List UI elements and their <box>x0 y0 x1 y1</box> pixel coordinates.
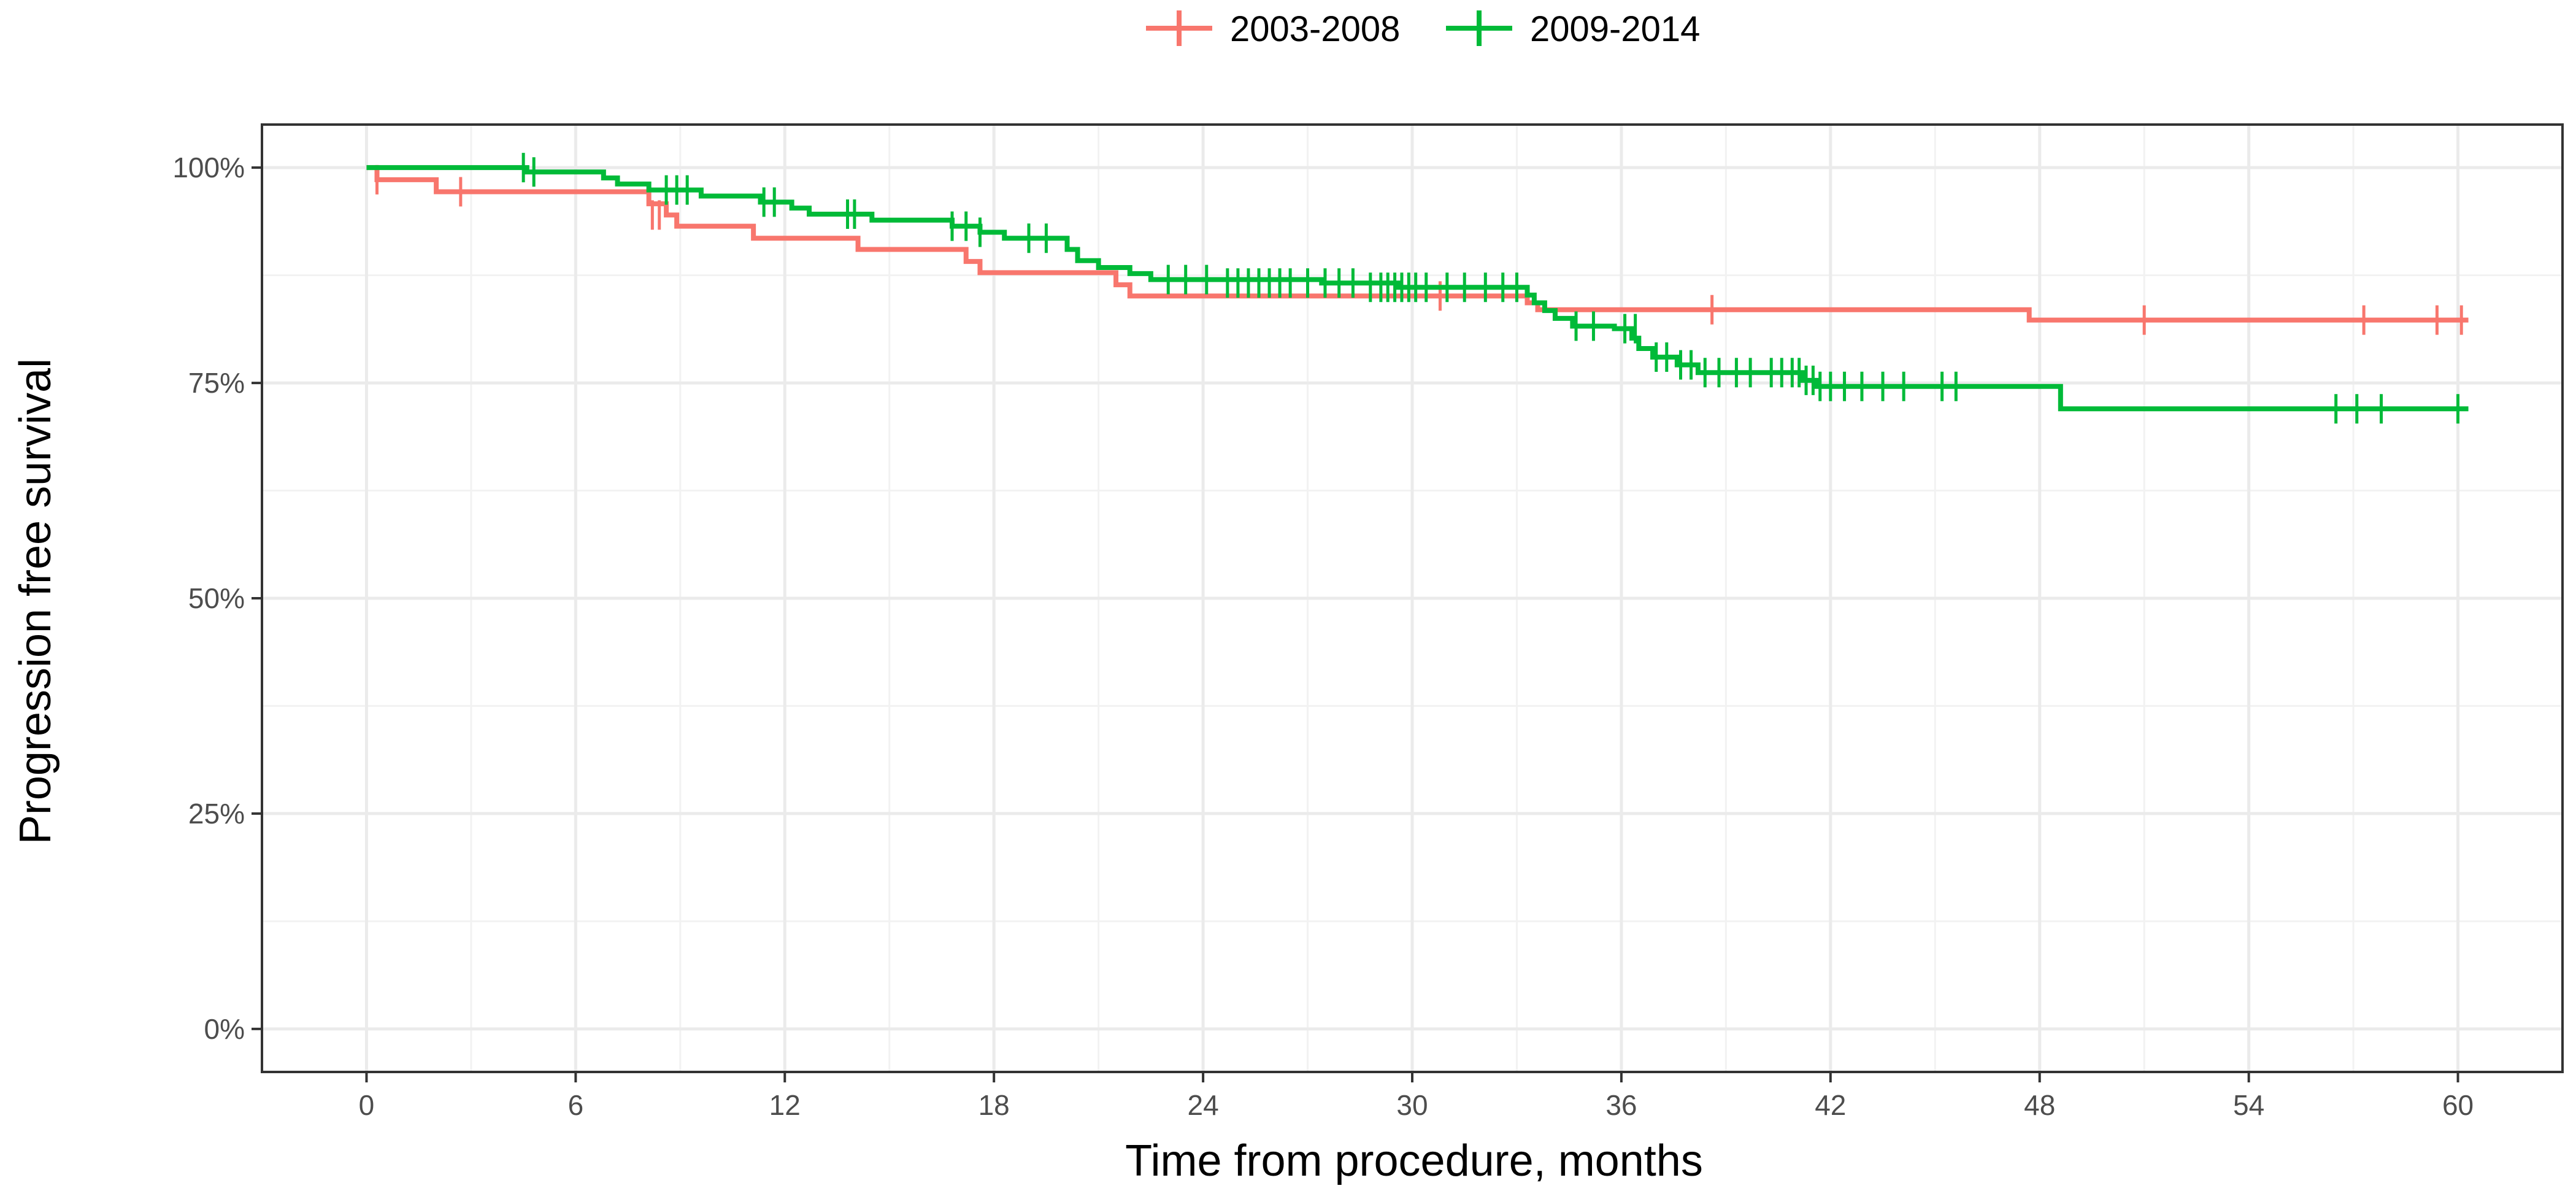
x-tick-label: 54 <box>2233 1089 2264 1121</box>
x-tick-label: 12 <box>769 1089 801 1121</box>
legend: 2003-2008 2009-2014 <box>1146 9 1700 49</box>
series-1 <box>366 164 2469 335</box>
x-axis-title: Time from procedure, months <box>1125 1136 1703 1185</box>
x-tick-label: 18 <box>978 1089 1010 1121</box>
legend-item-series-1: 2003-2008 <box>1146 9 1400 49</box>
x-tick-label: 48 <box>2024 1089 2055 1121</box>
legend-item-series-2: 2009-2014 <box>1446 9 1700 49</box>
plot-panel <box>261 123 2564 1073</box>
x-tick-label: 30 <box>1396 1089 1428 1121</box>
legend-label-series-1: 2003-2008 <box>1230 9 1400 49</box>
y-axis-title: Progression free survival <box>11 358 60 844</box>
x-tick-label: 24 <box>1188 1089 1219 1121</box>
y-tick-label: 100% <box>172 152 245 183</box>
x-axis: 0 6 12 18 24 30 36 42 48 54 60 <box>359 1072 2474 1121</box>
y-tick-label: 25% <box>188 798 245 830</box>
x-tick-label: 0 <box>359 1089 375 1121</box>
x-tick-label: 60 <box>2442 1089 2474 1121</box>
series-line-1 <box>366 165 2469 323</box>
x-tick-label: 6 <box>568 1089 584 1121</box>
x-tick-label: 42 <box>1815 1089 1846 1121</box>
series-2 <box>366 153 2469 424</box>
series-line-2 <box>366 165 2469 412</box>
legend-label-series-2: 2009-2014 <box>1530 9 1700 49</box>
x-tick-label: 36 <box>1605 1089 1637 1121</box>
y-axis: 0% 25% 50% 75% 100% <box>172 152 262 1045</box>
y-tick-label: 75% <box>188 367 245 399</box>
y-tick-label: 50% <box>188 582 245 614</box>
y-tick-label: 0% <box>204 1013 245 1045</box>
